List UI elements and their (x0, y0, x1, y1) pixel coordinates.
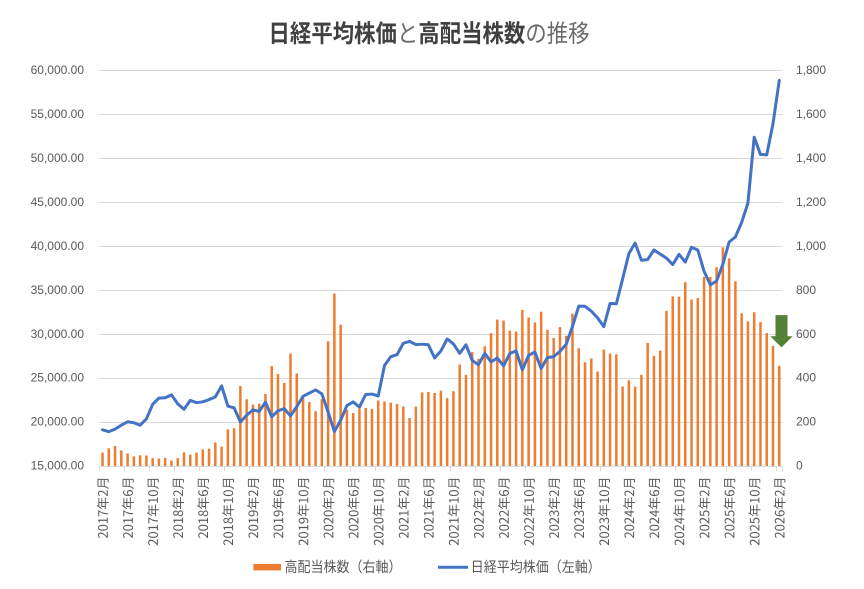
svg-text:0: 0 (796, 459, 803, 473)
svg-text:30,000.00: 30,000.00 (31, 327, 85, 341)
svg-text:200: 200 (796, 415, 816, 429)
svg-text:25,000.00: 25,000.00 (31, 371, 85, 385)
svg-text:1,600: 1,600 (796, 107, 826, 121)
svg-text:60,000.00: 60,000.00 (31, 63, 85, 77)
svg-text:55,000.00: 55,000.00 (31, 107, 85, 121)
svg-text:35,000.00: 35,000.00 (31, 283, 85, 297)
svg-text:40,000.00: 40,000.00 (31, 239, 85, 253)
svg-text:1,000: 1,000 (796, 239, 826, 253)
svg-text:800: 800 (796, 283, 816, 297)
svg-text:1,200: 1,200 (796, 195, 826, 209)
svg-text:1,400: 1,400 (796, 151, 826, 165)
svg-text:45,000.00: 45,000.00 (31, 195, 85, 209)
svg-text:600: 600 (796, 327, 816, 341)
svg-text:1,800: 1,800 (796, 63, 826, 77)
svg-text:50,000.00: 50,000.00 (31, 151, 85, 165)
svg-text:20,000.00: 20,000.00 (31, 415, 85, 429)
svg-text:400: 400 (796, 371, 816, 385)
svg-text:15,000.00: 15,000.00 (31, 459, 85, 473)
